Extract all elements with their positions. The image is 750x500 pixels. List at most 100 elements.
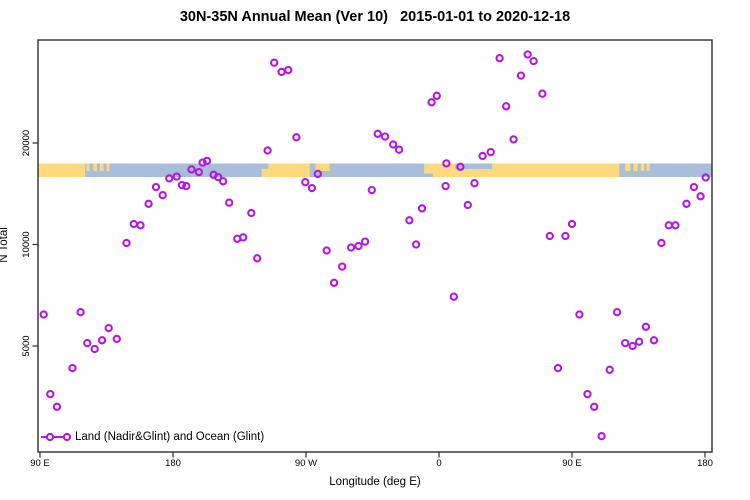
data-point bbox=[151, 182, 161, 192]
data-point bbox=[104, 323, 113, 333]
data-point bbox=[590, 402, 599, 411]
x-tick-label: 90 W bbox=[295, 458, 317, 469]
data-point bbox=[322, 246, 331, 255]
y-tick-label: 5000 bbox=[21, 335, 32, 356]
data-point bbox=[389, 140, 398, 149]
legend-point-symbol bbox=[62, 432, 72, 442]
data-point bbox=[182, 181, 191, 191]
data-point bbox=[529, 56, 538, 66]
map-band-land bbox=[424, 163, 620, 177]
data-point bbox=[696, 192, 705, 201]
data-point bbox=[516, 71, 526, 80]
map-band-land bbox=[261, 163, 310, 177]
map-band-land bbox=[625, 163, 631, 171]
data-point bbox=[641, 322, 651, 331]
map-band-land bbox=[99, 163, 104, 171]
data-point bbox=[307, 183, 317, 193]
data-point bbox=[495, 54, 504, 63]
legend-point-symbol bbox=[45, 432, 55, 442]
data-point bbox=[247, 208, 256, 218]
data-point bbox=[172, 172, 181, 181]
data-point bbox=[239, 233, 248, 242]
data-point bbox=[360, 237, 370, 246]
data-point bbox=[664, 221, 673, 230]
data-point bbox=[329, 278, 339, 287]
data-point bbox=[213, 172, 223, 182]
data-point bbox=[417, 204, 427, 213]
data-point bbox=[612, 308, 622, 317]
data-point bbox=[682, 199, 691, 208]
data-point bbox=[394, 145, 404, 154]
data-point bbox=[463, 200, 472, 210]
data-point bbox=[701, 173, 710, 182]
data-point bbox=[597, 432, 606, 441]
data-point bbox=[553, 363, 563, 373]
data-point bbox=[346, 243, 356, 252]
data-point bbox=[405, 216, 414, 225]
data-point bbox=[367, 185, 376, 195]
data-point bbox=[427, 98, 436, 107]
map-band-ocean-notch bbox=[455, 163, 493, 169]
data-point bbox=[449, 292, 458, 301]
x-axis-label: Longitude (deg E) bbox=[329, 476, 421, 488]
map-band-land bbox=[640, 163, 645, 171]
data-point bbox=[144, 199, 153, 208]
data-point bbox=[225, 198, 234, 207]
data-point bbox=[177, 180, 187, 190]
chart-title: 30N-35N Annual Mean (Ver 10) 2015-01-01 … bbox=[179, 9, 571, 25]
data-point bbox=[253, 254, 262, 263]
data-point bbox=[456, 162, 465, 171]
data-point bbox=[263, 146, 272, 155]
data-point bbox=[83, 338, 92, 348]
y-tick-label: 20000 bbox=[21, 130, 32, 156]
data-point bbox=[39, 310, 48, 319]
data-point bbox=[165, 174, 174, 183]
data-point bbox=[502, 102, 511, 111]
data-point bbox=[628, 341, 637, 351]
x-tick-label: 180 bbox=[165, 458, 181, 469]
data-point bbox=[313, 169, 322, 179]
x-tick-label: 90 E bbox=[562, 458, 582, 469]
data-point bbox=[122, 238, 131, 248]
data-point bbox=[219, 177, 228, 186]
map-band-ocean-notch bbox=[424, 173, 434, 177]
data-point bbox=[649, 336, 659, 345]
data-point bbox=[90, 344, 99, 354]
data-point bbox=[621, 338, 630, 348]
data-point bbox=[486, 147, 495, 157]
data-point bbox=[561, 231, 570, 241]
plot-frame bbox=[37, 39, 713, 453]
data-point bbox=[68, 363, 77, 373]
data-point bbox=[194, 167, 204, 177]
data-point bbox=[583, 389, 592, 399]
map-band-land bbox=[106, 163, 110, 171]
data-point bbox=[277, 67, 286, 77]
data-point bbox=[689, 182, 699, 192]
data-point bbox=[567, 219, 577, 229]
data-point bbox=[158, 191, 167, 200]
data-point bbox=[354, 241, 363, 251]
data-point bbox=[470, 179, 479, 188]
data-point bbox=[478, 151, 487, 161]
data-point bbox=[202, 156, 212, 166]
data-point bbox=[270, 58, 279, 67]
data-point bbox=[292, 133, 301, 142]
data-point bbox=[76, 308, 85, 317]
data-point bbox=[136, 221, 145, 230]
data-point bbox=[284, 65, 293, 75]
legend-label: Land (Nadir&Glint) and Ocean (Glint) bbox=[75, 431, 265, 443]
data-point bbox=[198, 158, 207, 167]
data-point bbox=[545, 231, 554, 241]
data-point bbox=[373, 129, 382, 138]
data-point bbox=[301, 178, 310, 187]
data-point bbox=[129, 219, 138, 229]
data-point bbox=[657, 238, 666, 248]
map-band-land bbox=[93, 163, 97, 171]
data-point bbox=[112, 334, 121, 344]
data-point bbox=[441, 181, 450, 191]
y-axis-label: N Total bbox=[0, 227, 10, 263]
data-point bbox=[338, 262, 347, 271]
data-point bbox=[411, 240, 421, 249]
data-point bbox=[523, 50, 532, 59]
